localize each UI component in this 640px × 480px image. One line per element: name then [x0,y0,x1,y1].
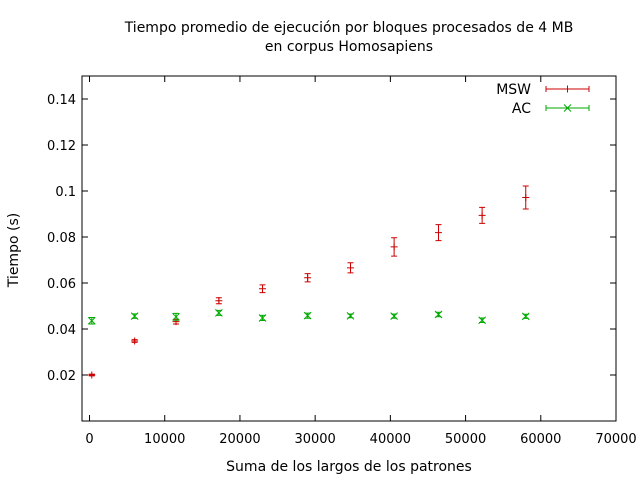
legend-label: MSW [496,82,531,98]
legend-marker [563,104,572,112]
data-point [131,337,139,345]
x-tick-label: 30000 [294,432,335,447]
data-point [172,312,180,321]
y-tick-label: 0.04 [47,323,76,338]
data-point [258,314,267,322]
series-layer [87,185,530,379]
x-tick-label: 60000 [520,432,561,447]
y-tick-labels: 0.02 0.04 0.06 0.08 0.1 0.12 0.14 [47,93,76,384]
data-point [259,285,267,293]
legend-entry-ac: AC [512,101,590,117]
series-msw [88,185,530,379]
data-point [522,193,530,201]
x-tick-label: 10000 [144,432,185,447]
y-axis-label: Tiempo (s) [6,213,22,288]
data-point [434,310,443,319]
data-point [478,211,486,219]
x-tick-labels: 0 10000 20000 30000 40000 50000 60000 70000 [85,432,636,447]
y-tick-label: 0.12 [47,139,76,154]
data-point [304,274,312,282]
data-point [88,371,96,379]
data-point [215,297,223,305]
y-tick-label: 0.06 [47,277,76,292]
data-point [130,312,139,320]
legend: MSW AC [496,82,590,117]
data-point [87,316,96,325]
data-point [347,264,355,272]
data-point [478,316,486,325]
x-tick-label: 40000 [370,432,411,447]
x-tick-label: 50000 [445,432,486,447]
data-point [303,311,312,320]
y-tick-label: 0.14 [47,93,76,108]
series-ac [87,309,530,325]
legend-entry-msw: MSW [496,82,590,98]
x-tick-label: 20000 [219,432,260,447]
data-point [346,312,355,320]
chart-subtitle: en corpus Homosapiens [265,39,433,55]
x-axis-label: Suma de los largos de los patrones [226,459,472,475]
data-point [215,309,223,317]
legend-marker [564,85,571,93]
axis-ticks [82,76,617,421]
data-point [390,243,398,251]
chart-title: Tiempo promedio de ejecución por bloques… [124,20,574,36]
data-point [390,312,398,320]
data-point [521,312,530,321]
data-point [435,229,443,237]
legend-label: AC [512,101,531,117]
plot-frame [81,75,617,422]
y-tick-label: 0.02 [47,369,76,384]
y-tick-label: 0.1 [55,185,76,200]
x-tick-label: 70000 [595,432,636,447]
x-tick-label: 0 [85,432,93,447]
y-tick-label: 0.08 [47,231,76,246]
